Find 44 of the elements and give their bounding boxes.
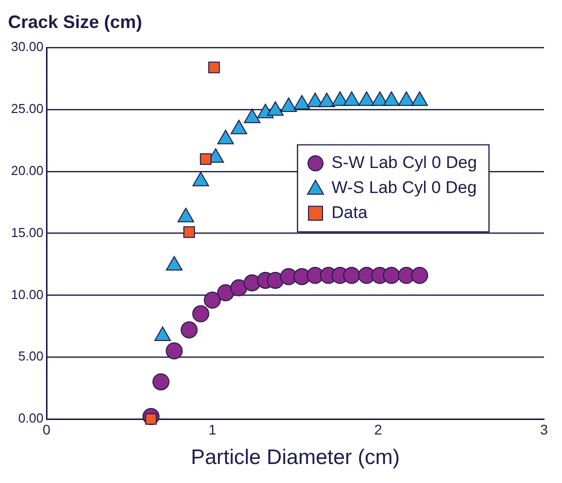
y-tick-label: 5.00 [18,348,44,364]
y-axis-title: Crack Size (cm) [8,12,142,32]
point [166,342,183,360]
point [294,95,310,110]
point [280,98,297,112]
y-tick-label: 25.00 [10,101,44,116]
point [204,292,221,309]
point [266,272,284,289]
point [192,305,210,322]
point [398,91,415,106]
point [411,91,428,106]
y-tick-label: 30.00 [10,39,44,54]
point [217,284,234,302]
y-tick-label: 0.00 [18,410,44,426]
legend-label: Data [332,202,368,222]
point [192,172,210,186]
y-tick-label: 10.00 [10,286,44,302]
x-tick-label: 0 [42,421,51,438]
y-tick-label: 15.00 [10,224,44,240]
point [382,266,400,284]
point [230,120,248,134]
point [230,279,248,296]
x-tick-label: 2 [374,421,382,438]
point [358,91,375,106]
point [372,91,388,106]
point [343,91,360,106]
point [318,92,336,108]
point [244,108,260,124]
x-tick-label: 1 [208,421,216,438]
point [411,266,428,284]
x-tick-label: 3 [540,421,548,438]
legend-label: S-W Lab Cyl 0 Deg [332,152,478,172]
point [217,130,234,144]
legend-label: W-S Lab Cyl 0 Deg [332,178,477,197]
point [267,101,284,116]
y-tick-label: 20.00 [10,162,44,178]
point [183,226,195,238]
x-axis-title: Particle Diameter (cm) [190,446,400,470]
point [343,266,360,284]
point [180,321,198,338]
point [383,91,400,106]
point [152,373,170,390]
point [332,91,348,106]
point [178,208,194,222]
